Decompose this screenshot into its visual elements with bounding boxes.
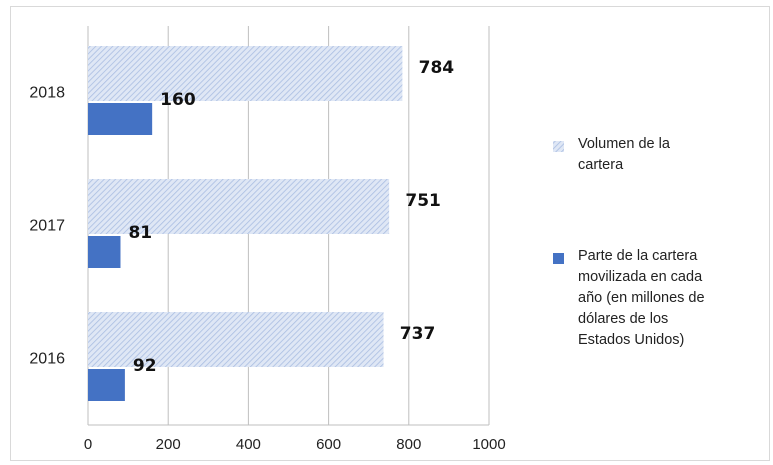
bars bbox=[88, 46, 403, 401]
bar-volumen-cartera bbox=[88, 179, 390, 234]
bar-volumen-cartera bbox=[88, 46, 403, 101]
y-category-label: 2018 bbox=[29, 85, 65, 102]
x-tick-label: 600 bbox=[316, 436, 341, 453]
data-label-volumen: 751 bbox=[405, 191, 441, 211]
data-label-volumen: 737 bbox=[400, 324, 436, 344]
data-label-movilizada: 92 bbox=[133, 356, 157, 376]
legend-label: año (en millones de bbox=[578, 290, 705, 306]
legend-swatch bbox=[553, 253, 564, 264]
legend-label: dólares de los bbox=[578, 311, 668, 327]
legend-label: Volumen de la bbox=[578, 136, 671, 152]
x-tick-label: 1000 bbox=[472, 436, 505, 453]
y-category-label: 2016 bbox=[29, 351, 65, 368]
x-tick-label: 0 bbox=[84, 436, 92, 453]
axes: 0 200 400 600 800 1000 2016 2017 2018 bbox=[29, 85, 505, 454]
data-labels: 737 92 751 81 784 160 bbox=[128, 58, 454, 376]
data-label-volumen: 784 bbox=[419, 58, 455, 78]
bar-parte-movilizada bbox=[88, 369, 125, 401]
data-label-movilizada: 160 bbox=[160, 90, 196, 110]
chart-frame bbox=[10, 6, 770, 461]
y-category-label: 2017 bbox=[29, 218, 65, 235]
legend-swatch bbox=[553, 141, 564, 152]
x-tick-label: 200 bbox=[156, 436, 181, 453]
x-tick-label: 400 bbox=[236, 436, 261, 453]
legend: Volumen de la cartera Parte de la cartera m… bbox=[553, 136, 705, 348]
bar-parte-movilizada bbox=[88, 236, 121, 268]
legend-label: Parte de la cartera bbox=[578, 248, 698, 264]
legend-label: cartera bbox=[578, 157, 624, 173]
data-label-movilizada: 81 bbox=[128, 223, 152, 243]
legend-label: Estados Unidos) bbox=[578, 332, 684, 348]
legend-label: movilizada en cada bbox=[578, 269, 703, 285]
bar-volumen-cartera bbox=[88, 312, 384, 367]
bar-parte-movilizada bbox=[88, 103, 153, 135]
x-tick-label: 800 bbox=[396, 436, 421, 453]
